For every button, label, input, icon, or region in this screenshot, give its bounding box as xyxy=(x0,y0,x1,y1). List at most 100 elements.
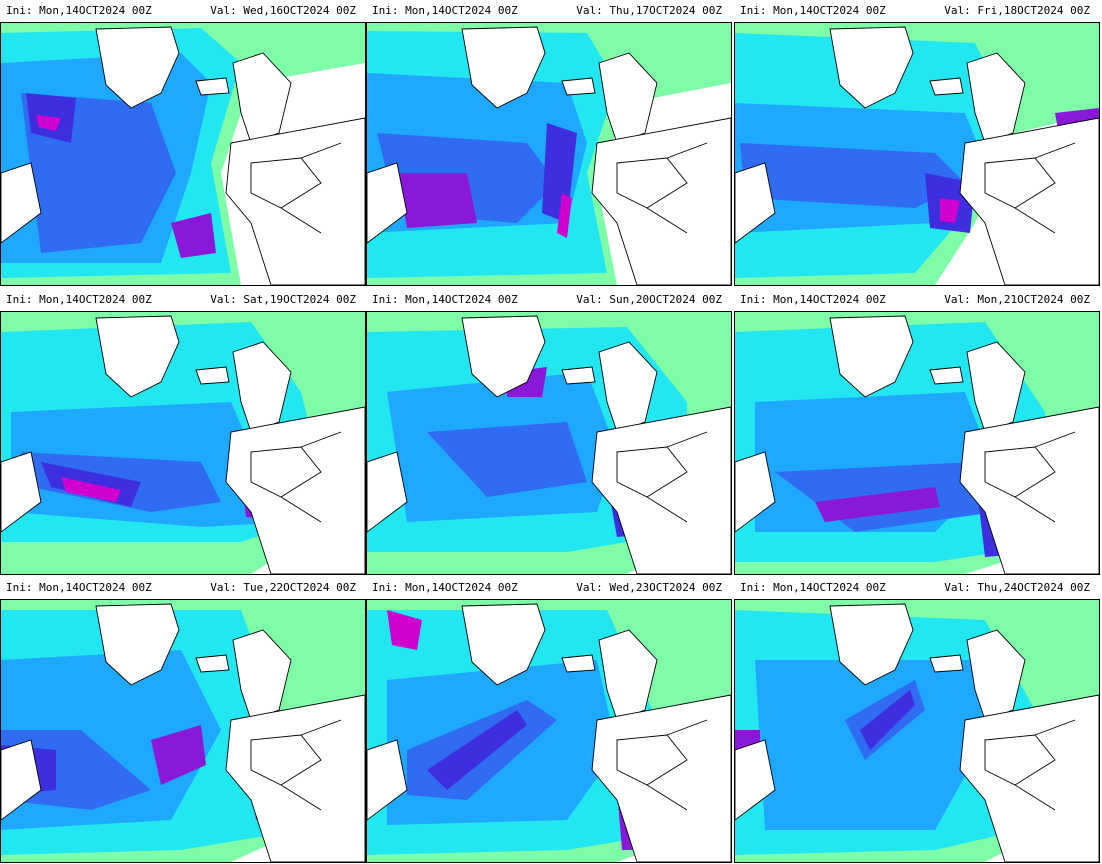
north-america-outline xyxy=(735,162,776,244)
country-borders xyxy=(250,142,342,234)
greenland-outline xyxy=(829,315,914,398)
init-time-label: Ini: Mon,14OCT2024 00Z xyxy=(372,4,518,17)
precip-field xyxy=(1,23,365,285)
greenland-outline xyxy=(95,603,180,686)
north-america-outline xyxy=(735,451,776,533)
coastlines xyxy=(735,315,1099,574)
band-5 xyxy=(427,710,527,790)
band-7 xyxy=(940,198,960,223)
band-4 xyxy=(427,422,587,497)
iceland-outline xyxy=(929,654,964,673)
scandinavia-outline xyxy=(232,341,292,433)
panel-header: Ini: Mon,14OCT2024 00Z Val: Tue,22OCT202… xyxy=(0,577,366,599)
iceland-outline xyxy=(929,77,964,96)
scandinavia-outline xyxy=(966,52,1026,144)
scandinavia-outline xyxy=(966,629,1026,721)
country-borders xyxy=(984,431,1076,523)
greenland-outline xyxy=(461,26,546,109)
coastlines xyxy=(367,315,731,574)
north-america-outline xyxy=(367,451,408,533)
panel-header: Ini: Mon,14OCT2024 00Z Val: Fri,18OCT202… xyxy=(734,0,1100,22)
scandinavia-outline xyxy=(232,52,292,144)
country-borders xyxy=(250,719,342,811)
forecast-map xyxy=(0,22,366,286)
country-borders xyxy=(984,719,1076,811)
map-svg xyxy=(1,600,365,862)
valid-time-label: Val: Mon,21OCT2024 00Z xyxy=(944,293,1090,306)
valid-time-label: Val: Sun,20OCT2024 00Z xyxy=(576,293,722,306)
band-7 xyxy=(557,193,572,238)
init-time-label: Ini: Mon,14OCT2024 00Z xyxy=(740,293,886,306)
map-svg xyxy=(735,600,1099,862)
init-time-label: Ini: Mon,14OCT2024 00Z xyxy=(372,581,518,594)
init-time-label: Ini: Mon,14OCT2024 00Z xyxy=(740,4,886,17)
band-6 xyxy=(815,487,940,522)
europe-outline xyxy=(591,694,731,862)
band-6 xyxy=(171,213,216,258)
forecast-map xyxy=(366,599,732,863)
iceland-outline xyxy=(195,77,230,96)
greenland-outline xyxy=(829,26,914,109)
map-svg xyxy=(1,312,365,574)
valid-time-label: Val: Tue,22OCT2024 00Z xyxy=(210,581,356,594)
init-time-label: Ini: Mon,14OCT2024 00Z xyxy=(740,581,886,594)
init-time-label: Ini: Mon,14OCT2024 00Z xyxy=(6,581,152,594)
panel-header: Ini: Mon,14OCT2024 00Z Val: Thu,17OCT202… xyxy=(366,0,732,22)
panel-header: Ini: Mon,14OCT2024 00Z Val: Sat,19OCT202… xyxy=(0,289,366,311)
north-america-outline xyxy=(735,739,776,821)
band-4 xyxy=(740,143,965,208)
valid-time-label: Val: Wed,16OCT2024 00Z xyxy=(210,4,356,17)
coastlines xyxy=(735,603,1099,862)
scandinavia-outline xyxy=(598,341,658,433)
panel-header: Ini: Mon,14OCT2024 00Z Val: Wed,16OCT202… xyxy=(0,0,366,22)
forecast-map xyxy=(366,22,732,286)
greenland-outline xyxy=(829,603,914,686)
europe-outline xyxy=(591,117,731,285)
coastlines xyxy=(735,26,1099,285)
scandinavia-outline xyxy=(598,52,658,144)
band-5 xyxy=(860,690,915,750)
europe-outline xyxy=(959,406,1099,574)
forecast-map xyxy=(734,311,1100,575)
map-svg xyxy=(1,23,365,285)
europe-outline xyxy=(225,406,365,574)
valid-time-label: Val: Wed,23OCT2024 00Z xyxy=(576,581,722,594)
band-6 xyxy=(397,173,477,228)
europe-outline xyxy=(959,694,1099,862)
coastlines xyxy=(367,603,731,862)
forecast-map xyxy=(734,599,1100,863)
greenland-outline xyxy=(461,315,546,398)
scandinavia-outline xyxy=(232,629,292,721)
init-time-label: Ini: Mon,14OCT2024 00Z xyxy=(6,293,152,306)
europe-outline xyxy=(959,117,1099,285)
country-borders xyxy=(984,142,1076,234)
forecast-map xyxy=(0,311,366,575)
coastlines xyxy=(1,315,365,574)
iceland-outline xyxy=(929,366,964,385)
iceland-outline xyxy=(195,366,230,385)
init-time-label: Ini: Mon,14OCT2024 00Z xyxy=(6,4,152,17)
map-svg xyxy=(367,600,731,862)
panel-header: Ini: Mon,14OCT2024 00Z Val: Mon,21OCT202… xyxy=(734,289,1100,311)
country-borders xyxy=(616,431,708,523)
forecast-map xyxy=(0,599,366,863)
iceland-outline xyxy=(561,654,596,673)
panel-header: Ini: Mon,14OCT2024 00Z Val: Sun,20OCT202… xyxy=(366,289,732,311)
map-svg xyxy=(367,312,731,574)
country-borders xyxy=(250,431,342,523)
valid-time-label: Val: Sat,19OCT2024 00Z xyxy=(210,293,356,306)
band-6 xyxy=(151,725,206,785)
coastlines xyxy=(1,603,365,862)
scandinavia-outline xyxy=(966,341,1026,433)
north-america-outline xyxy=(1,739,42,821)
coastlines xyxy=(1,26,365,285)
europe-outline xyxy=(225,694,365,862)
map-svg xyxy=(735,23,1099,285)
band-7 xyxy=(36,115,61,131)
north-america-outline xyxy=(367,739,408,821)
valid-time-label: Val: Thu,24OCT2024 00Z xyxy=(944,581,1090,594)
north-america-outline xyxy=(1,162,42,244)
coastlines xyxy=(367,26,731,285)
precip-field xyxy=(735,23,1099,285)
